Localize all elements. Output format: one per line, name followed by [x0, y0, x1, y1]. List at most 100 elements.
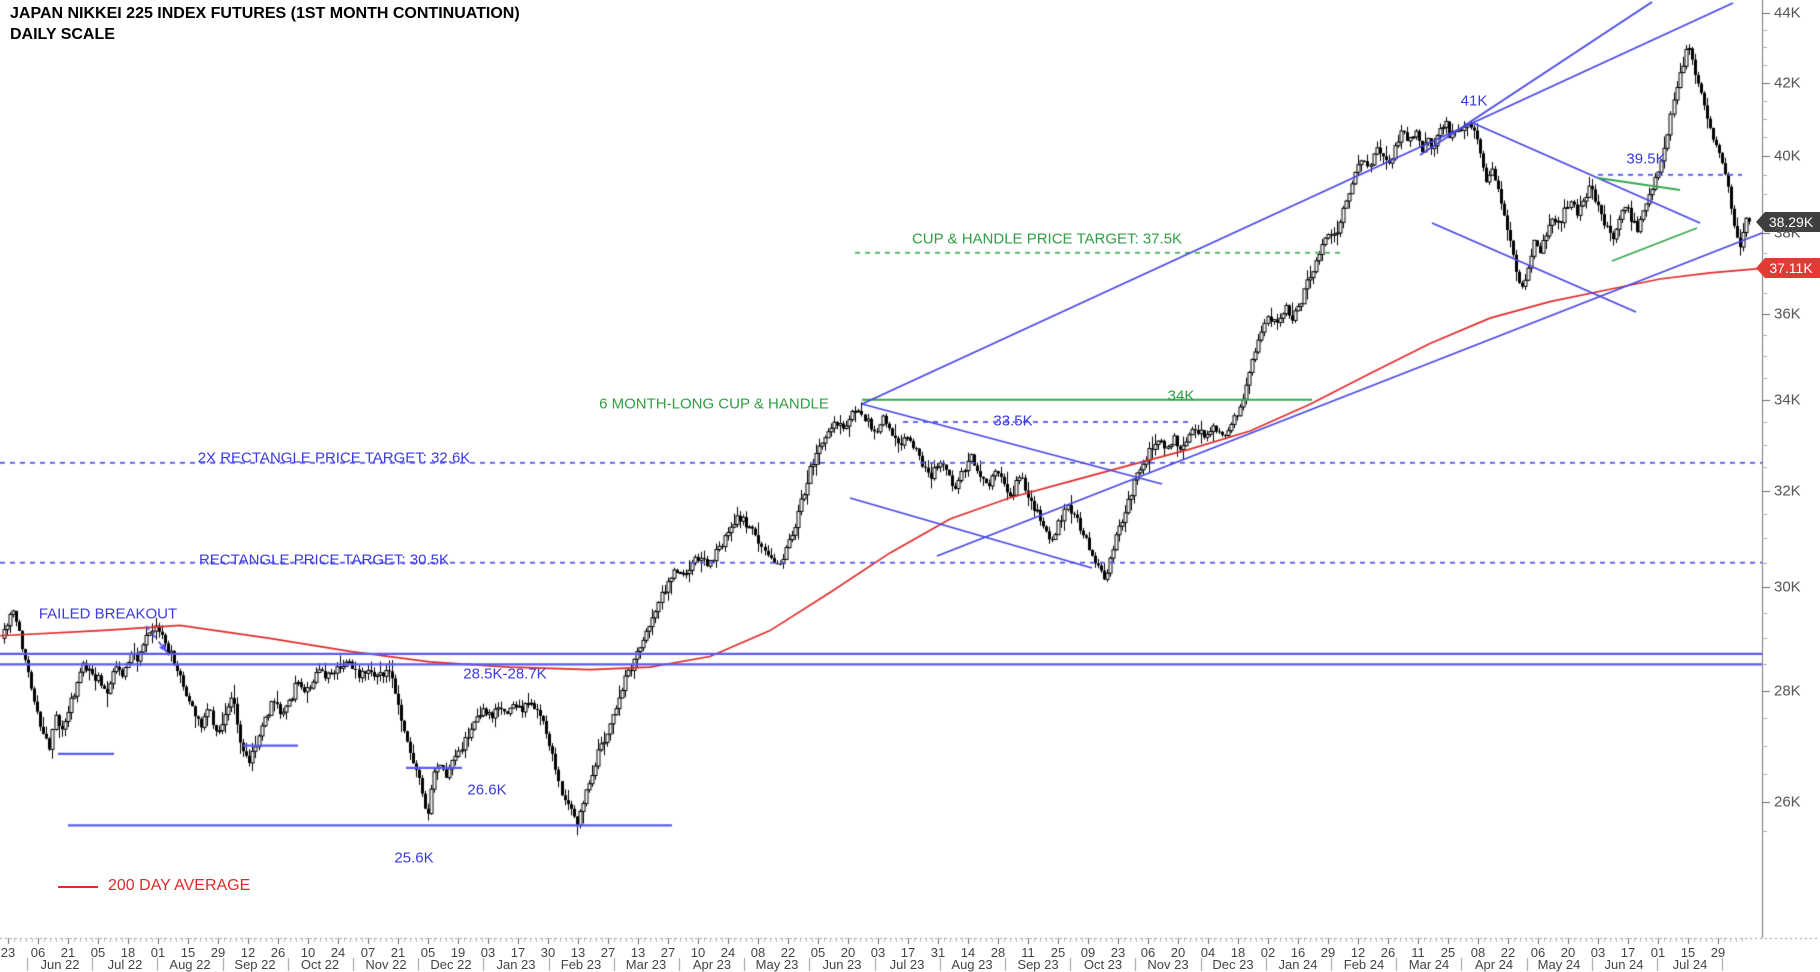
- x-axis-day-tick: 26: [1380, 945, 1396, 960]
- x-axis-month-label: Jun 22: [40, 957, 80, 972]
- x-axis-month-label: Nov 23: [1147, 957, 1189, 972]
- x-axis-month-label: Aug 22: [169, 957, 211, 972]
- x-axis-day-tick: 11: [1021, 945, 1035, 960]
- x-axis-month-label: Sep 22: [234, 957, 276, 972]
- chart-subtitle: DAILY SCALE: [10, 26, 115, 43]
- annotation-rect: RECTANGLE PRICE TARGET: 30.5K: [198, 551, 450, 569]
- x-axis-month-label: Jul 23: [889, 957, 925, 972]
- x-axis-day-tick: 12: [1350, 945, 1366, 960]
- x-axis-day-tick: 05: [90, 945, 106, 960]
- x-axis-month-label: Mar 24: [1408, 957, 1450, 972]
- annotation-cup_target: CUP & HANDLE PRICE TARGET: 37.5K: [911, 230, 1183, 248]
- y-axis-label-36K: 36K: [1774, 305, 1801, 323]
- annotation-cup_label: 6 MONTH-LONG CUP & HANDLE: [599, 395, 829, 413]
- x-axis-month-label: Apr 24: [1474, 957, 1514, 972]
- x-axis-day-tick: 15: [1680, 945, 1696, 960]
- y-axis-label-28K: 28K: [1774, 682, 1801, 700]
- x-axis-day-tick: 06: [30, 945, 46, 960]
- x-axis-month-label: May 23: [755, 957, 799, 972]
- x-axis-day-tick: 13: [570, 945, 586, 960]
- x-axis-day-tick: 31: [930, 945, 946, 960]
- x-axis-month-label: Feb 23: [560, 957, 602, 972]
- annotation-k395: 39.5K: [1626, 150, 1666, 168]
- x-axis-day-tick: 06: [1140, 945, 1156, 960]
- x-axis-day-tick: 07: [360, 945, 376, 960]
- x-axis-day-tick: 29: [1710, 945, 1726, 960]
- x-axis-month-label: Oct 23: [1083, 957, 1123, 972]
- x-axis-day-tick: 28: [990, 945, 1006, 960]
- x-axis-day-tick: 30: [540, 945, 556, 960]
- ma-legend-label: 200 DAY AVERAGE: [108, 877, 251, 894]
- x-axis-day-tick: 05: [810, 945, 826, 960]
- x-axis-month-label: Jul 22: [107, 957, 143, 972]
- x-axis-day-tick: 29: [210, 945, 226, 960]
- x-axis-day-tick: 01: [150, 945, 166, 960]
- annotation-k41: 41K: [1460, 92, 1488, 110]
- x-axis-month-label: Dec 22: [430, 957, 472, 972]
- x-axis-day-tick: 10: [690, 945, 706, 960]
- annotation-k266: 26.6K: [467, 781, 507, 799]
- x-axis-day-tick: 11: [1411, 945, 1425, 960]
- x-axis-month-label: Jun 24: [1604, 957, 1644, 972]
- annotation-k335: 33.5K: [993, 412, 1033, 430]
- x-axis-day-tick: 20: [840, 945, 856, 960]
- ma-price-badge: 37.11K: [1756, 258, 1820, 278]
- x-axis-day-tick: 14: [960, 945, 976, 960]
- x-axis-day-tick: 19: [450, 945, 466, 960]
- x-axis-day-tick: 23: [1110, 945, 1126, 960]
- x-axis-day-tick: 01: [1650, 945, 1666, 960]
- x-axis-day-tick: 22: [780, 945, 796, 960]
- x-axis-day-tick: 24: [330, 945, 346, 960]
- x-axis-day-tick: 29: [1320, 945, 1336, 960]
- y-axis-label-42K: 42K: [1774, 74, 1801, 92]
- x-axis-month-label: Oct 22: [300, 957, 340, 972]
- x-axis-month-label: Sep 23: [1017, 957, 1059, 972]
- x-axis-day-tick: 08: [1470, 945, 1486, 960]
- x-axis-day-tick: 26: [270, 945, 286, 960]
- x-axis-day-tick: 03: [480, 945, 496, 960]
- x-axis-day-tick: 18: [120, 945, 136, 960]
- x-axis-month-label: Apr 23: [692, 957, 732, 972]
- x-axis-day-tick: 05: [420, 945, 436, 960]
- annotation-failed: FAILED BREAKOUT: [38, 605, 178, 623]
- y-axis-label-30K: 30K: [1774, 578, 1801, 596]
- x-axis-day-tick: 06: [1530, 945, 1546, 960]
- x-axis-month-label: Feb 24: [1343, 957, 1385, 972]
- y-axis-label-44K: 44K: [1774, 4, 1801, 22]
- x-axis-day-tick: 20: [1170, 945, 1186, 960]
- x-axis-day-tick: 17: [900, 945, 916, 960]
- x-axis-month-label: Mar 23: [625, 957, 667, 972]
- x-axis-day-tick: 24: [720, 945, 736, 960]
- annotation-rect2x: 2X RECTANGLE PRICE TARGET: 32.6K: [197, 449, 471, 467]
- x-axis-day-tick: 10: [300, 945, 316, 960]
- x-axis-month-label: Aug 23: [951, 957, 993, 972]
- x-axis-day-tick: 20: [1560, 945, 1576, 960]
- y-axis-label-38K: 38K: [1774, 224, 1801, 242]
- y-axis-label-32K: 32K: [1774, 482, 1801, 500]
- x-axis-day-tick: 25: [1050, 945, 1066, 960]
- x-axis-day-tick: 02: [1260, 945, 1276, 960]
- ma-legend-line-swatch: [58, 886, 98, 888]
- x-axis-day-tick: 23: [0, 945, 16, 960]
- y-axis-label-40K: 40K: [1774, 147, 1801, 165]
- x-axis-month-label: Dec 23: [1212, 957, 1254, 972]
- annotation-k256: 25.6K: [394, 849, 434, 867]
- x-axis-day-tick: 25: [1440, 945, 1456, 960]
- y-axis-label-26K: 26K: [1774, 793, 1801, 811]
- x-axis-day-tick: 08: [750, 945, 766, 960]
- x-axis-day-tick: 16: [1290, 945, 1306, 960]
- x-axis-month-label: Jan 24: [1278, 957, 1318, 972]
- annotation-k34: 34K: [1167, 387, 1195, 405]
- x-axis-day-tick: 17: [1620, 945, 1636, 960]
- x-axis-day-tick: 27: [660, 945, 676, 960]
- x-axis-month-label: Jan 23: [496, 957, 536, 972]
- x-axis-day-tick: 03: [1590, 945, 1606, 960]
- x-axis-day-tick: 21: [60, 945, 76, 960]
- annotation-band: 28.5K-28.7K: [463, 665, 547, 683]
- x-axis-day-tick: 12: [240, 945, 256, 960]
- x-axis-month-label: Jun 23: [822, 957, 862, 972]
- last-price-badge: 38.29K: [1756, 212, 1820, 232]
- x-axis-day-tick: 15: [180, 945, 196, 960]
